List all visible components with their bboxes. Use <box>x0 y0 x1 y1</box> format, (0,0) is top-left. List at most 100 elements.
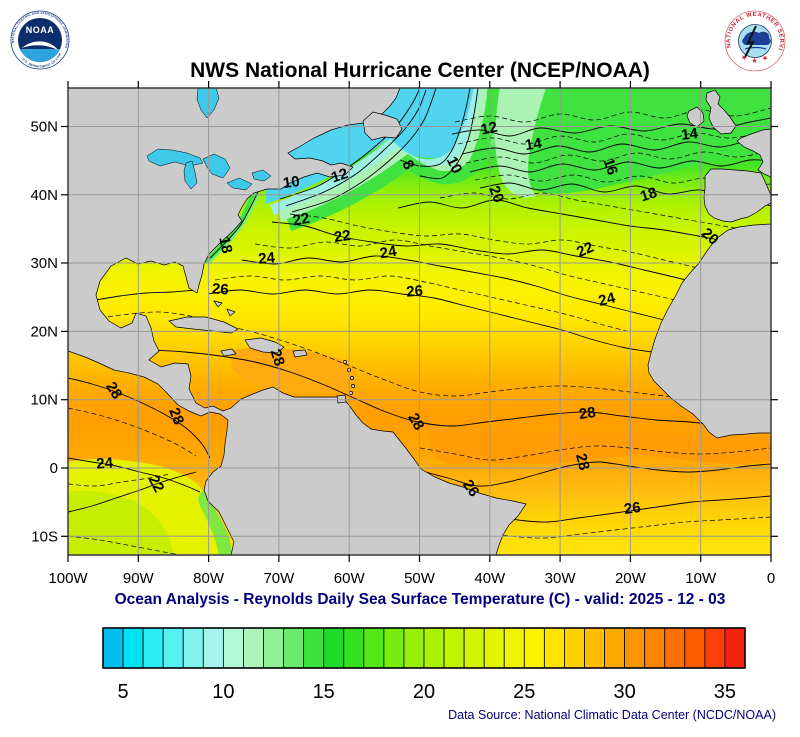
colorbar-tick-label: 10 <box>212 681 234 703</box>
land-lesser-antilles <box>343 360 347 364</box>
page-title: NWS National Hurricane Center (NCEP/NOAA… <box>190 59 650 82</box>
colorbar-cell-18c <box>383 627 405 669</box>
james-bay <box>196 88 220 119</box>
colorbar-cell-35c <box>724 627 746 669</box>
colorbar-tick-label: 5 <box>118 681 129 703</box>
temperature-colorbar <box>102 627 746 669</box>
isotherm-14c <box>285 89 427 207</box>
isotherm-21c <box>68 535 181 555</box>
lake-michigan <box>183 160 198 190</box>
colorbar-cell-9c <box>202 627 224 669</box>
isotherm-value-label: 26 <box>406 282 424 300</box>
land-puerto-rico <box>292 349 308 358</box>
colorbar-cell-34c <box>704 627 726 669</box>
noaa-logo: NATIONAL OCEANIC AND ATMOSPHERIC ADMINIS… <box>0 0 70 70</box>
latitude-label: 10N <box>30 392 58 409</box>
sst-band-12-16 <box>286 88 501 232</box>
isotherm-24c <box>241 255 697 329</box>
colorbar-cell-21c <box>443 627 465 669</box>
isotherm-value-label: 10 <box>282 173 301 192</box>
longitude-label: 10W <box>685 570 717 587</box>
isotherm-22c <box>68 471 197 513</box>
land-iberia <box>703 168 771 223</box>
latitude-label: 30N <box>30 255 58 272</box>
colorbar-cell-10c <box>222 627 244 669</box>
longitude-label: 80W <box>193 570 225 587</box>
colorbar-cell-30c <box>624 627 646 669</box>
isotherm-value-label: 24 <box>96 454 114 472</box>
colorbar-cell-15c <box>323 627 345 669</box>
isotherm-value-label: 28 <box>267 347 288 368</box>
isotherm-value-label: 18 <box>638 184 659 205</box>
colorbar-cell-4c <box>102 627 124 669</box>
isotherm-28c <box>417 461 771 487</box>
isotherm-27c <box>174 319 771 407</box>
colorbar-cell-6c <box>142 627 164 669</box>
colorbar-cell-14c <box>303 627 325 669</box>
colorbar-cell-5c <box>122 627 144 669</box>
isotherm-value-label: 26 <box>211 280 229 298</box>
isotherm-25c <box>214 275 631 333</box>
longitude-label: 0 <box>767 570 775 587</box>
latitude-label: 50N <box>30 119 58 136</box>
colorbar-cell-27c <box>564 627 585 669</box>
colorbar-frame <box>102 627 746 669</box>
nws-logo-ring-text: NATIONAL WEATHER SERVICE <box>0 0 784 51</box>
isotherm-14c <box>461 137 771 155</box>
colorbar-cell-22c <box>463 627 485 669</box>
colorbar-tick-label: 30 <box>613 681 635 703</box>
isotherm-value-label: 26 <box>623 499 642 518</box>
isotherm-value-label: 26 <box>459 477 482 500</box>
colorbar-cell-17c <box>363 627 385 669</box>
isotherm-21c <box>289 213 771 283</box>
isotherm-13c <box>457 129 771 145</box>
colorbar-cell-28c <box>584 627 605 669</box>
latitude-label: 10S <box>31 528 58 545</box>
isotherm-15c <box>465 149 771 164</box>
isotherm-value-label: 24 <box>258 249 277 267</box>
land-lesser-antilles <box>350 376 354 380</box>
isotherm-23c <box>254 239 706 309</box>
lake-erie <box>226 177 253 191</box>
longitude-label: 90W <box>123 570 155 587</box>
isotherm-value-label: 22 <box>292 210 311 230</box>
isotherm-value-label: 18 <box>215 235 235 255</box>
noaa-logo-bird-icon <box>22 41 58 50</box>
longitude-label: 50W <box>404 570 436 587</box>
isotherm-27c <box>419 445 771 461</box>
isotherm-18c <box>291 88 437 213</box>
isotherm-value-label: 14 <box>524 135 544 154</box>
equatorial-warm-band <box>430 428 771 465</box>
land-france <box>736 128 771 178</box>
axis-ticks <box>61 81 778 562</box>
colorbar-cell-7c <box>162 627 184 669</box>
isotherm-value-label: 24 <box>379 243 399 263</box>
land-great-britain <box>705 89 737 135</box>
colorbar-cell-20c <box>423 627 445 669</box>
longitude-label: 60W <box>334 570 366 587</box>
colorbar-cell-11c <box>243 627 264 669</box>
isotherm-value-label: 24 <box>597 289 618 310</box>
colorbar-tick-label: 25 <box>513 681 535 703</box>
isotherm-26c <box>207 289 653 353</box>
isotherm-10c <box>419 88 479 180</box>
colorbar-tick-labels: 5 10 15 20 25 30 35 <box>118 681 736 703</box>
colorbar-cell-33c <box>684 627 706 669</box>
isotherm-16c <box>469 159 771 173</box>
inland-lakes <box>146 88 272 191</box>
isotherm-27c <box>68 407 197 457</box>
colorbar-tick-label: 15 <box>313 681 335 703</box>
lake-huron <box>202 153 231 179</box>
land-bahamas <box>213 300 236 317</box>
colorbar-cell-29c <box>604 627 626 669</box>
colorbar-cell-26c <box>543 627 565 669</box>
land-north-central-south-america <box>68 88 527 555</box>
colorbar-cell-16c <box>343 627 365 669</box>
lake-ontario <box>251 169 272 182</box>
colorbar-cell-23c <box>483 627 505 669</box>
graticule <box>68 88 771 555</box>
land-lesser-antilles <box>349 391 353 395</box>
